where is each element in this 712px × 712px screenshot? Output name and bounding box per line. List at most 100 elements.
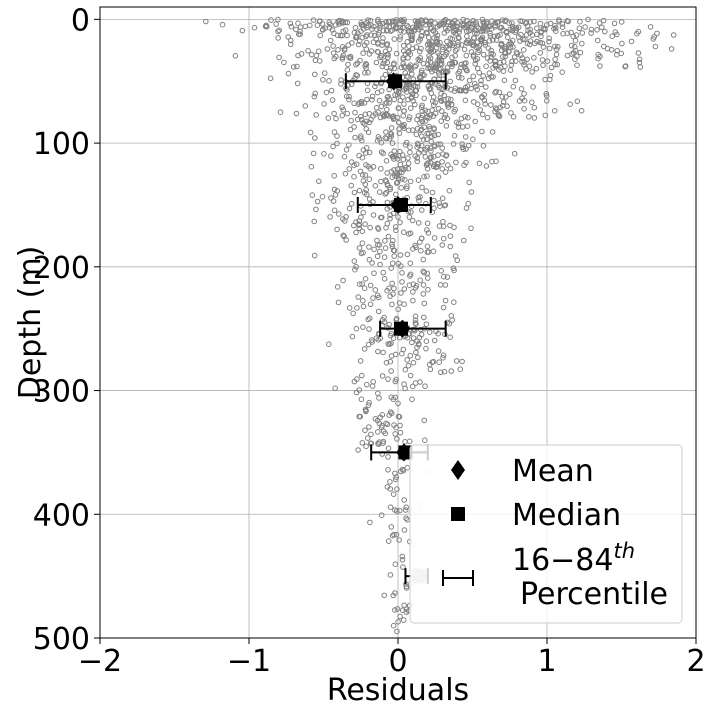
scatter-point	[290, 64, 297, 70]
scatter-point	[553, 51, 560, 58]
scatter-point	[251, 24, 258, 31]
scatter-point	[668, 46, 675, 52]
scatter-point	[326, 78, 332, 84]
scatter-point	[444, 38, 450, 45]
scatter-point	[203, 18, 209, 25]
scatter-point	[412, 18, 419, 24]
scatter-point	[427, 155, 434, 161]
scatter-point	[504, 103, 510, 109]
legend-median-label: Median	[512, 498, 621, 533]
scatter-point	[330, 43, 336, 49]
scatter-point	[387, 215, 393, 222]
scatter-point	[482, 101, 489, 107]
scatter-point	[572, 47, 579, 54]
scatter-point	[434, 35, 440, 42]
scatter-point	[309, 192, 316, 198]
x-axis-label: Residuals	[327, 673, 469, 708]
scatter-point	[396, 169, 403, 176]
scatter-point	[389, 140, 396, 146]
scatter-point	[509, 58, 515, 65]
scatter-point	[456, 35, 462, 42]
scatter-point	[389, 174, 396, 180]
scatter-point	[479, 128, 485, 135]
scatter-point	[473, 19, 479, 26]
scatter-point	[359, 240, 366, 246]
scatter-point	[366, 399, 372, 406]
scatter-point	[386, 46, 393, 53]
scatter-point	[387, 572, 394, 578]
x-tick-label: 1	[537, 644, 556, 679]
scatter-point	[408, 209, 414, 215]
scatter-point	[378, 214, 384, 221]
scatter-points	[203, 16, 677, 635]
scatter-point	[398, 468, 404, 475]
scatter-point	[463, 39, 470, 45]
median-marker	[393, 197, 408, 212]
scatter-point	[311, 252, 318, 259]
scatter-point	[416, 38, 422, 45]
scatter-point	[423, 345, 429, 352]
scatter-point	[418, 331, 425, 338]
scatter-point	[388, 265, 395, 271]
scatter-point	[407, 149, 413, 156]
scatter-point	[359, 154, 366, 161]
scatter-point	[461, 46, 468, 53]
scatter-point	[360, 50, 366, 57]
scatter-point	[479, 111, 486, 118]
scatter-point	[496, 113, 503, 120]
scatter-point	[389, 301, 395, 308]
scatter-point	[540, 44, 547, 50]
scatter-point	[384, 94, 391, 101]
scatter-point	[366, 176, 373, 182]
scatter-point	[380, 60, 387, 67]
scatter-point	[428, 46, 435, 53]
scatter-point	[544, 58, 551, 65]
scatter-point	[295, 20, 301, 27]
scatter-point	[393, 170, 400, 176]
scatter-point	[387, 409, 394, 415]
scatter-point	[440, 21, 446, 27]
scatter-point	[378, 512, 385, 519]
scatter-point	[424, 249, 431, 255]
scatter-point	[559, 69, 566, 75]
scatter-point	[359, 137, 365, 144]
scatter-point	[390, 491, 397, 498]
scatter-point	[431, 125, 437, 131]
scatter-point	[503, 29, 510, 36]
scatter-point	[338, 81, 344, 87]
scatter-point	[383, 111, 390, 118]
scatter-point	[452, 47, 459, 54]
scatter-point	[384, 287, 390, 294]
scatter-point	[331, 30, 337, 37]
scatter-point	[268, 17, 274, 23]
scatter-point	[383, 135, 390, 142]
legend-median-marker	[451, 507, 465, 521]
scatter-point	[324, 46, 331, 52]
scatter-point	[423, 338, 430, 345]
x-tick-label: 0	[388, 644, 407, 679]
scatter-point	[531, 115, 538, 121]
scatter-point	[614, 48, 621, 54]
scatter-point	[394, 628, 400, 635]
scatter-point	[423, 321, 430, 328]
scatter-point	[376, 395, 382, 401]
scatter-point	[401, 229, 407, 235]
scatter-point	[370, 212, 377, 218]
scatter-point	[346, 166, 353, 172]
scatter-point	[441, 114, 448, 121]
scatter-point	[435, 41, 441, 48]
scatter-point	[359, 34, 366, 41]
scatter-point	[420, 60, 427, 67]
scatter-point	[375, 308, 382, 315]
scatter-point	[546, 45, 553, 52]
scatter-point	[405, 362, 412, 369]
scatter-point	[438, 58, 445, 64]
scatter-point	[392, 607, 398, 613]
scatter-point	[383, 225, 389, 231]
y-tick-label: 300	[33, 375, 90, 410]
scatter-point	[417, 48, 423, 55]
legend-percentile-label-line2: Percentile	[520, 577, 668, 612]
scatter-point	[546, 38, 552, 45]
scatter-point	[417, 379, 423, 385]
scatter-point	[422, 107, 429, 114]
